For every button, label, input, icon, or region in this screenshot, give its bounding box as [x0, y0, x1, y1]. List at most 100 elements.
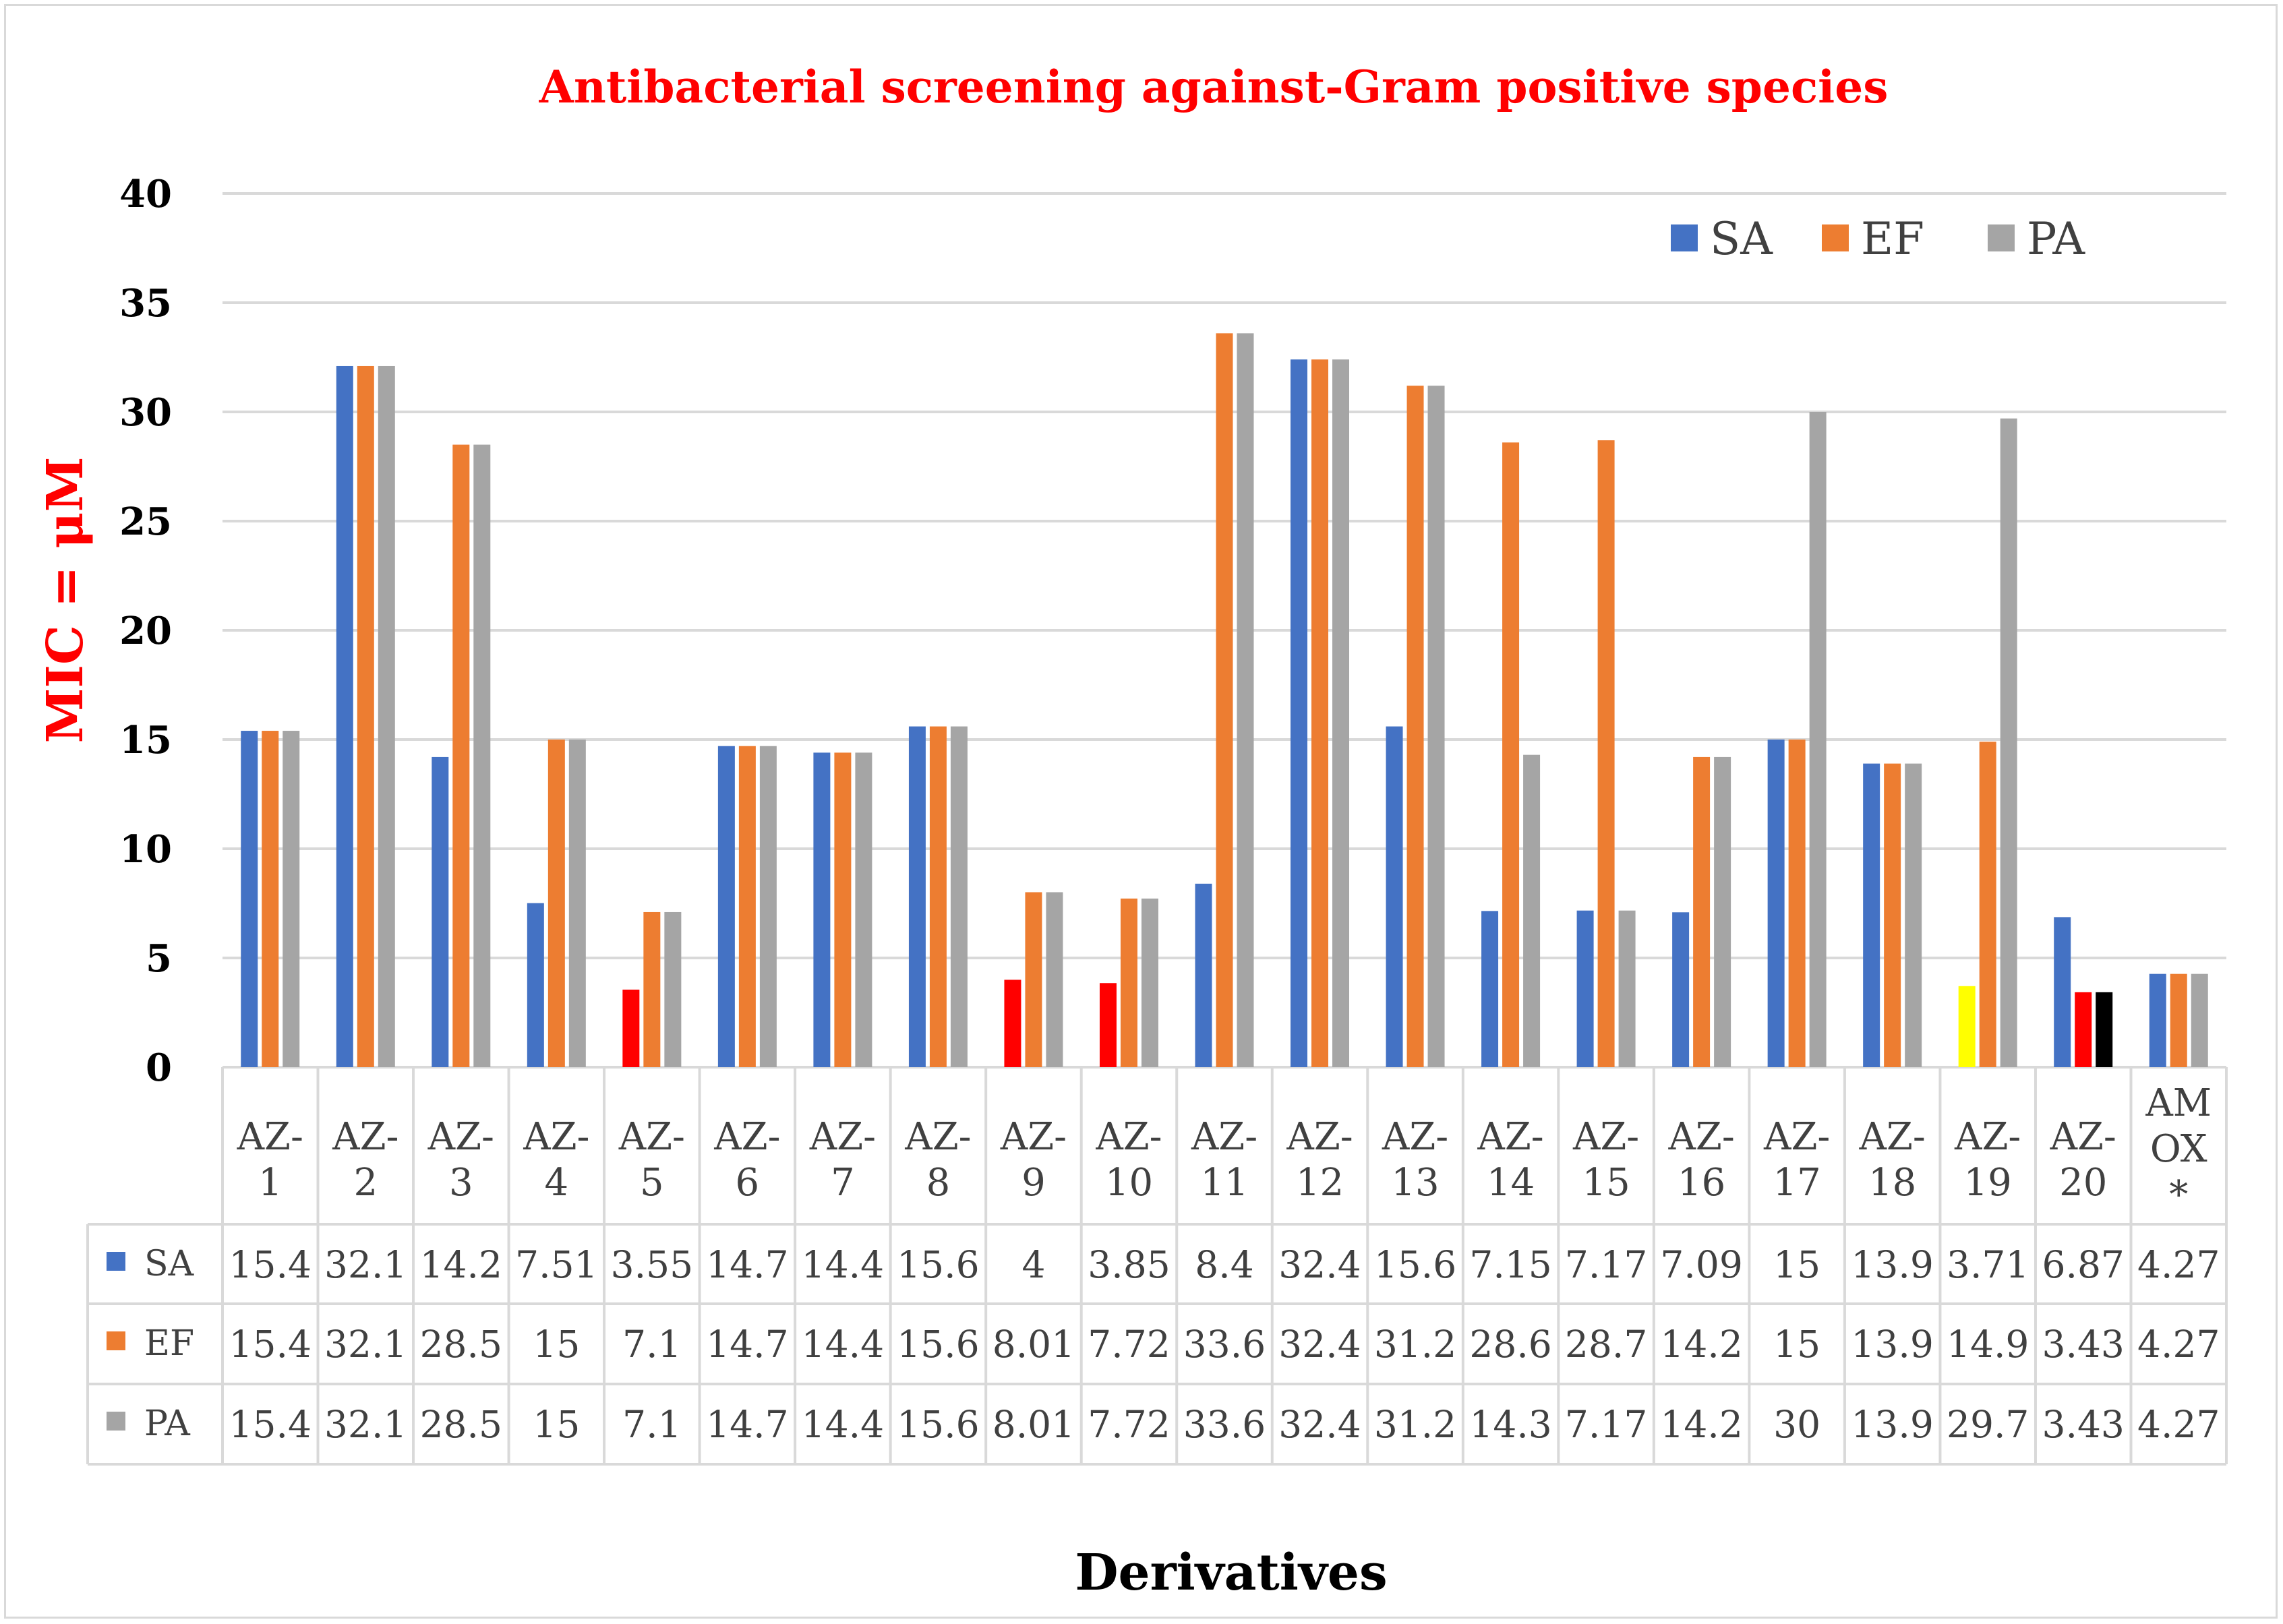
- bar-sa-9: [1004, 980, 1021, 1067]
- bar-pa-19: [2000, 418, 2017, 1067]
- table-cell: 3.43: [2042, 1323, 2124, 1366]
- bar-sa-5: [622, 989, 640, 1067]
- table-legend-key-ef: [107, 1331, 125, 1350]
- legend-swatch-sa: [1671, 224, 1698, 251]
- bar-sa-7: [813, 752, 831, 1067]
- y-tick-label: 20: [119, 609, 172, 653]
- category-label: AZ-: [2050, 1115, 2116, 1159]
- category-label: 16: [1678, 1161, 1725, 1205]
- bar-ef-17: [1788, 740, 1806, 1067]
- bar-sa-8: [908, 726, 926, 1067]
- y-tick-label: 10: [119, 827, 172, 872]
- category-label: AM: [2145, 1081, 2212, 1125]
- category-label: 4: [545, 1161, 569, 1205]
- bar-sa-19: [1958, 986, 1976, 1067]
- table-cell: 32.4: [1278, 1403, 1361, 1446]
- category-label: AZ-: [1286, 1115, 1353, 1159]
- bar-sa-3: [432, 756, 449, 1067]
- bar-pa-17: [1809, 412, 1827, 1067]
- bar-sa-1: [241, 731, 258, 1067]
- category-label: 5: [640, 1161, 664, 1205]
- bar-ef-20: [2075, 992, 2092, 1067]
- table-cell: 13.9: [1851, 1243, 1933, 1286]
- table-cell: 32.1: [324, 1243, 407, 1286]
- legend-label-pa: PA: [2027, 213, 2085, 265]
- legend-swatch-pa: [1988, 224, 2015, 251]
- category-label: 20: [2059, 1161, 2107, 1205]
- table-cell: 7.17: [1565, 1243, 1647, 1286]
- table-cell: 30: [1773, 1403, 1820, 1446]
- category-label: 11: [1200, 1161, 1248, 1205]
- table-cell: 15: [533, 1403, 580, 1446]
- table-row-label: EF: [144, 1323, 194, 1364]
- table-cell: 15.6: [897, 1323, 979, 1366]
- table-cell: 6.87: [2042, 1243, 2124, 1286]
- table-cell: 32.4: [1278, 1243, 1361, 1286]
- bars: [241, 333, 2208, 1068]
- bar-pa-3: [473, 444, 491, 1067]
- table-cell: 15.4: [229, 1243, 312, 1286]
- category-label: 15: [1582, 1161, 1630, 1205]
- category-label: 18: [1868, 1161, 1916, 1205]
- table-cell: 28.7: [1565, 1323, 1647, 1366]
- category-label: AZ-: [332, 1115, 398, 1159]
- category-label: OX: [2150, 1127, 2207, 1171]
- table-cell: 7.17: [1565, 1403, 1647, 1446]
- table-cell: 8.01: [992, 1403, 1075, 1446]
- bar-sa-20: [2054, 917, 2071, 1067]
- table-cell: 7.1: [622, 1403, 681, 1446]
- category-label: AZ-: [904, 1115, 971, 1159]
- table-cell: 15.4: [229, 1403, 312, 1446]
- legend-swatch-ef: [1822, 224, 1849, 251]
- bar-pa-12: [1332, 359, 1350, 1067]
- y-tick-label: 15: [119, 718, 172, 762]
- bar-pa-16: [1714, 756, 1731, 1067]
- table-cell: 31.2: [1374, 1323, 1456, 1366]
- category-label: 12: [1296, 1161, 1344, 1205]
- y-tick-label: 30: [119, 390, 172, 435]
- category-label: AZ-: [1382, 1115, 1448, 1159]
- table-cell: 32.1: [324, 1403, 407, 1446]
- y-tick-label: 0: [146, 1046, 172, 1090]
- bar-sa-14: [1481, 911, 1499, 1067]
- table-cell: 14.2: [420, 1243, 502, 1286]
- bar-pa-18: [1905, 763, 1922, 1067]
- table-cell: 7.72: [1088, 1403, 1170, 1446]
- table-legend-key-pa: [107, 1412, 125, 1431]
- table-cell: 14.7: [706, 1243, 788, 1286]
- category-label: AZ-: [1572, 1115, 1639, 1159]
- table-cell: 15.6: [897, 1403, 979, 1446]
- bar-pa-21: [2191, 973, 2208, 1067]
- category-label: AZ-: [427, 1115, 494, 1159]
- bar-ef-3: [452, 444, 470, 1067]
- bar-sa-17: [1767, 740, 1785, 1067]
- bar-pa-5: [664, 911, 682, 1067]
- table-cell: 31.2: [1374, 1403, 1456, 1446]
- table-cell: 33.6: [1183, 1323, 1266, 1366]
- category-label: AZ-: [1095, 1115, 1162, 1159]
- bar-sa-2: [336, 365, 353, 1068]
- category-label: 14: [1487, 1161, 1535, 1205]
- category-label: 6: [736, 1161, 760, 1205]
- bar-ef-16: [1693, 756, 1711, 1067]
- legend-label-ef: EF: [1861, 213, 1924, 265]
- category-label: AZ-: [1000, 1115, 1067, 1159]
- table-cell: 7.15: [1469, 1243, 1551, 1286]
- legend: SA EF PA: [1671, 213, 2085, 265]
- chart-title: Antibacterial screening against-Gram pos…: [539, 61, 1889, 113]
- bar-ef-7: [834, 752, 852, 1067]
- bar-pa-15: [1618, 910, 1636, 1067]
- category-label: 19: [1964, 1161, 2012, 1205]
- table-cell: 14.4: [802, 1323, 884, 1366]
- bar-ef-14: [1502, 442, 1520, 1067]
- bar-pa-9: [1046, 892, 1063, 1067]
- table-cell: 15: [533, 1323, 580, 1366]
- data-table: AZ-1AZ-2AZ-3AZ-4AZ-5AZ-6AZ-7AZ-8AZ-9AZ-1…: [86, 1067, 2228, 1466]
- bar-ef-6: [738, 746, 756, 1067]
- bar-ef-13: [1406, 386, 1424, 1067]
- y-axis-label: MIC = μM: [36, 456, 94, 743]
- category-label: AZ-: [618, 1115, 685, 1159]
- bar-sa-21: [2149, 973, 2166, 1067]
- chart-frame: [4, 4, 2278, 1619]
- bar-pa-2: [378, 365, 395, 1068]
